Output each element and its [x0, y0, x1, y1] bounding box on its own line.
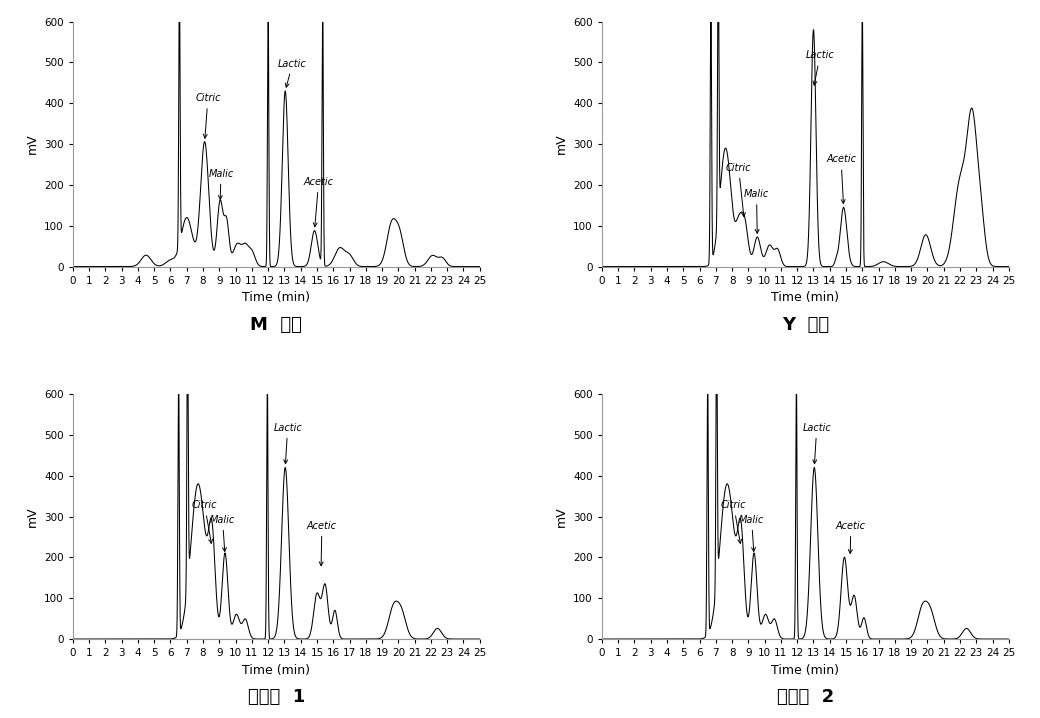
- Text: 고쿠마  1: 고쿠마 1: [248, 688, 305, 706]
- Text: Lactic: Lactic: [278, 58, 307, 87]
- Y-axis label: mV: mV: [26, 506, 38, 527]
- Text: M  김치: M 김치: [251, 316, 303, 334]
- Text: 고쿠마  2: 고쿠마 2: [777, 688, 834, 706]
- Y-axis label: mV: mV: [554, 134, 568, 154]
- Y-axis label: mV: mV: [554, 506, 568, 527]
- Text: Lactic: Lactic: [274, 423, 302, 464]
- Text: Acetic: Acetic: [304, 177, 334, 227]
- Text: Acetic: Acetic: [826, 154, 856, 203]
- Text: Y  김치: Y 김치: [782, 316, 829, 334]
- Text: Lactic: Lactic: [802, 423, 831, 464]
- Text: Acetic: Acetic: [836, 521, 866, 554]
- Text: Citric: Citric: [192, 500, 217, 544]
- X-axis label: Time (min): Time (min): [242, 292, 310, 304]
- X-axis label: Time (min): Time (min): [772, 292, 839, 304]
- Text: Malic: Malic: [210, 515, 235, 551]
- Text: Malic: Malic: [744, 189, 770, 233]
- Text: Citric: Citric: [196, 93, 220, 138]
- X-axis label: Time (min): Time (min): [772, 663, 839, 676]
- Text: Citric: Citric: [726, 163, 751, 217]
- Y-axis label: mV: mV: [26, 134, 38, 154]
- Text: Malic: Malic: [739, 515, 764, 551]
- Text: Malic: Malic: [208, 169, 234, 200]
- Text: Lactic: Lactic: [806, 50, 834, 85]
- X-axis label: Time (min): Time (min): [242, 663, 310, 676]
- Text: Acetic: Acetic: [307, 521, 337, 566]
- Text: Citric: Citric: [721, 500, 747, 544]
